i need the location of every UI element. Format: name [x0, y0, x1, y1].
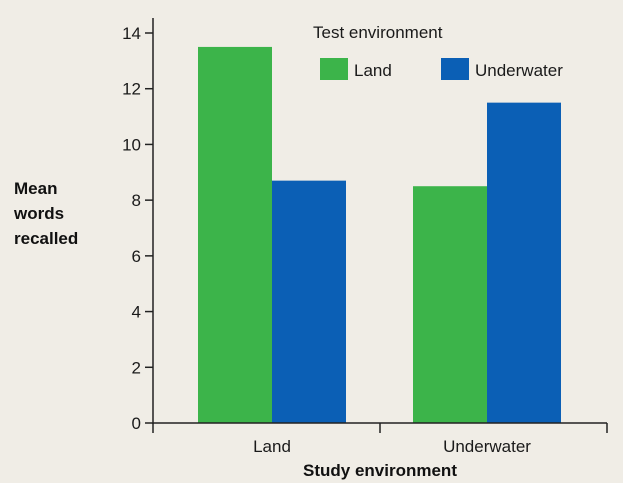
y-axis-title-line-2: words [13, 204, 64, 223]
y-tick-label: 4 [132, 303, 141, 322]
y-tick-label: 8 [132, 191, 141, 210]
y-axis-title-line-1: Mean [14, 179, 57, 198]
y-tick-label: 10 [122, 135, 141, 154]
y-tick-label: 12 [122, 80, 141, 99]
y-tick-label: 0 [132, 414, 141, 433]
bar-land-land [198, 46, 272, 424]
legend-swatch-land [320, 58, 348, 80]
legend-label-land: Land [354, 61, 392, 80]
x-category-label-underwater: Underwater [443, 437, 531, 456]
y-tick-label: 14 [122, 24, 141, 43]
legend-title: Test environment [313, 23, 443, 42]
y-tick-label: 2 [132, 358, 141, 377]
x-category-label-land: Land [253, 437, 291, 456]
bar-underwater-underwater [487, 102, 561, 424]
x-axis-title: Study environment [303, 461, 457, 480]
legend-label-underwater: Underwater [475, 61, 563, 80]
bar-land-underwater [272, 180, 346, 423]
legend-swatch-underwater [441, 58, 469, 80]
y-tick-label: 6 [132, 247, 141, 266]
y-axis-title-line-3: recalled [14, 229, 78, 248]
bar-underwater-land [413, 186, 487, 423]
plot-area: 0 2 4 6 8 10 12 14 Land Underwater [122, 18, 608, 456]
